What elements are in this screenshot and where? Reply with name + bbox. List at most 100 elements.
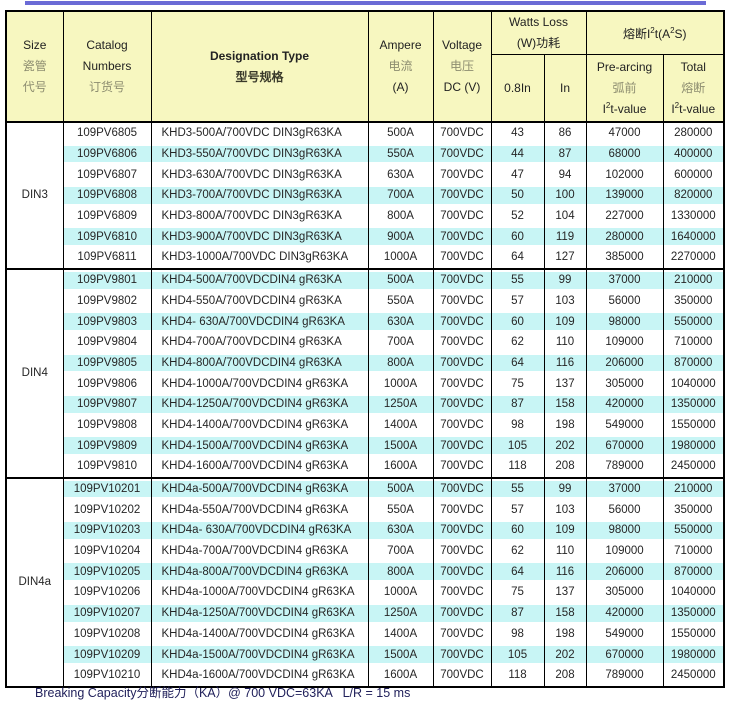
cell-watts-08in: 75: [490, 582, 545, 603]
table-row: 109PV10206 KHD4a-1000A/700VDCDIN4 gR63KA 1…: [6, 582, 725, 603]
cell-prearcing-i2t: 68000: [585, 143, 664, 165]
cell-voltage: 700VDC: [432, 476, 492, 500]
table-row: 109PV6808 KHD3-700A/700VDC DIN3gR63KA 700A…: [6, 185, 725, 206]
header-i2t-label: 熔断I2t(A2S): [622, 25, 687, 41]
cell-watts-08in: 75: [490, 373, 545, 394]
cell-watts-08in: 118: [490, 456, 545, 478]
header-size-en: Size: [23, 38, 47, 52]
cell-total-i2t: 1550000: [662, 623, 725, 645]
table-row: 109PV9809 KHD4-1500A/700VDCDIN4 gR63KA 150…: [6, 435, 725, 456]
header-catalog-zh: 订货号: [88, 80, 125, 94]
cell-prearcing-i2t: 109000: [585, 540, 664, 562]
cell-catalog: 109PV9810: [62, 456, 152, 478]
table-row: 109PV6807 KHD3-630A/700VDC DIN3gR63KA 630A…: [6, 164, 725, 186]
table-row: 109PV10205 KHD4a-800A/700VDCDIN4 gR63KA 80…: [6, 561, 725, 583]
table-row: 109PV6810 KHD3-900A/700VDC DIN3gR63KA 900A…: [6, 226, 725, 248]
header-sub-total: Total 熔断 I2t-value: [662, 54, 725, 123]
cell-ampere: 800A: [367, 561, 434, 583]
cell-ampere: 800A: [367, 205, 434, 227]
cell-watts-08in: 87: [490, 602, 545, 624]
cell-ampere: 1500A: [367, 435, 434, 456]
cell-watts-in: 116: [543, 352, 587, 374]
cell-watts-in: 110: [543, 540, 587, 562]
header-voltage-en: Voltage: [441, 38, 483, 52]
table-row: 109PV9802 KHD4-550A/700VDCDIN4 gR63KA 550A…: [6, 290, 725, 312]
cell-watts-in: 198: [543, 414, 587, 436]
table-row: 109PV10204 KHD4a-700A/700VDCDIN4 gR63KA 70…: [6, 540, 725, 562]
cell-prearcing-i2t: 670000: [585, 435, 664, 456]
cell-prearcing-i2t: 789000: [585, 456, 664, 478]
cell-ampere: 1000A: [367, 582, 434, 603]
header-sub-in: In: [543, 54, 587, 123]
header-prearcing-value: I2t-value: [602, 100, 647, 116]
cell-designation: KHD4-1400A/700VDCDIN4 gR63KA: [150, 414, 369, 436]
top-divider-bar: [25, 1, 706, 5]
cell-prearcing-i2t: 280000: [585, 226, 664, 248]
cell-watts-08in: 64: [490, 247, 545, 269]
cell-total-i2t: 350000: [662, 499, 725, 521]
size-group-label: DIN3: [5, 121, 64, 269]
header-ampere: Ampere 电流 (A): [367, 11, 434, 123]
cell-watts-08in: 64: [490, 352, 545, 374]
cell-voltage: 700VDC: [432, 499, 492, 521]
cell-watts-08in: 60: [490, 226, 545, 248]
cell-watts-08in: 64: [490, 561, 545, 583]
header-watts-zh: (W)功耗: [516, 36, 561, 50]
cell-watts-in: 119: [543, 226, 587, 248]
cell-total-i2t: 210000: [662, 267, 725, 291]
cell-voltage: 700VDC: [432, 331, 492, 353]
table-row: DIN4a 109PV10201 KHD4a-500A/700VDCDIN4 gR6…: [5, 476, 725, 687]
cell-catalog: 109PV10204: [62, 540, 152, 562]
cell-total-i2t: 1980000: [662, 435, 725, 456]
cell-watts-08in: 60: [490, 311, 545, 332]
cell-ampere: 550A: [367, 499, 434, 521]
cell-watts-in: 137: [543, 373, 587, 394]
cell-voltage: 700VDC: [432, 540, 492, 562]
cell-watts-in: 158: [543, 602, 587, 624]
cell-prearcing-i2t: 206000: [585, 561, 664, 583]
cell-designation: KHD4-1250A/700VDCDIN4 gR63KA: [150, 393, 369, 415]
cell-watts-in: 99: [543, 267, 587, 291]
cell-voltage: 700VDC: [432, 290, 492, 312]
cell-prearcing-i2t: 139000: [585, 185, 664, 206]
header-i2t-group: 熔断I2t(A2S): [585, 11, 725, 55]
header-size: Size 瓷管 代号: [5, 11, 64, 123]
cell-total-i2t: 1040000: [662, 582, 725, 603]
table-row: 109PV9804 KHD4-700A/700VDCDIN4 gR63KA 700A…: [6, 331, 725, 353]
cell-prearcing-i2t: 102000: [585, 164, 664, 186]
cell-catalog: 109PV6805: [62, 121, 152, 144]
cell-watts-in: 208: [543, 456, 587, 478]
cell-designation: KHD4a-1000A/700VDCDIN4 gR63KA: [150, 582, 369, 603]
cell-ampere: 800A: [367, 352, 434, 374]
cell-prearcing-i2t: 670000: [585, 644, 664, 665]
cell-voltage: 700VDC: [432, 664, 492, 687]
cell-prearcing-i2t: 47000: [585, 121, 664, 144]
cell-ampere: 700A: [367, 185, 434, 206]
cell-designation: KHD3-900A/700VDC DIN3gR63KA: [150, 226, 369, 248]
header-designation-zh: 型号规格: [235, 69, 284, 84]
cell-ampere: 630A: [367, 164, 434, 186]
cell-total-i2t: 1980000: [662, 644, 725, 665]
cell-total-i2t: 280000: [662, 121, 725, 144]
cell-total-i2t: 2450000: [662, 456, 725, 478]
cell-designation: KHD4a-1400A/700VDCDIN4 gR63KA: [150, 623, 369, 645]
cell-watts-in: 103: [543, 290, 587, 312]
cell-watts-08in: 57: [490, 499, 545, 521]
cell-catalog: 109PV6809: [62, 205, 152, 227]
cell-ampere: 500A: [367, 267, 434, 291]
cell-voltage: 700VDC: [432, 226, 492, 248]
cell-prearcing-i2t: 305000: [585, 373, 664, 394]
header-ampere-zh: 电流: [388, 59, 413, 73]
cell-voltage: 700VDC: [432, 143, 492, 165]
cell-watts-08in: 87: [490, 393, 545, 415]
cell-watts-in: 110: [543, 331, 587, 353]
cell-catalog: 109PV9809: [62, 435, 152, 456]
cell-watts-in: 127: [543, 247, 587, 269]
header-total-en: Total: [680, 59, 706, 74]
cell-designation: KHD4-1600A/700VDCDIN4 gR63KA: [150, 456, 369, 478]
header-sub-08in: 0.8In: [490, 54, 545, 123]
cell-total-i2t: 2270000: [662, 247, 725, 269]
header-catalog-en1: Catalog: [86, 38, 128, 52]
cell-ampere: 700A: [367, 540, 434, 562]
cell-catalog: 109PV9805: [62, 352, 152, 374]
